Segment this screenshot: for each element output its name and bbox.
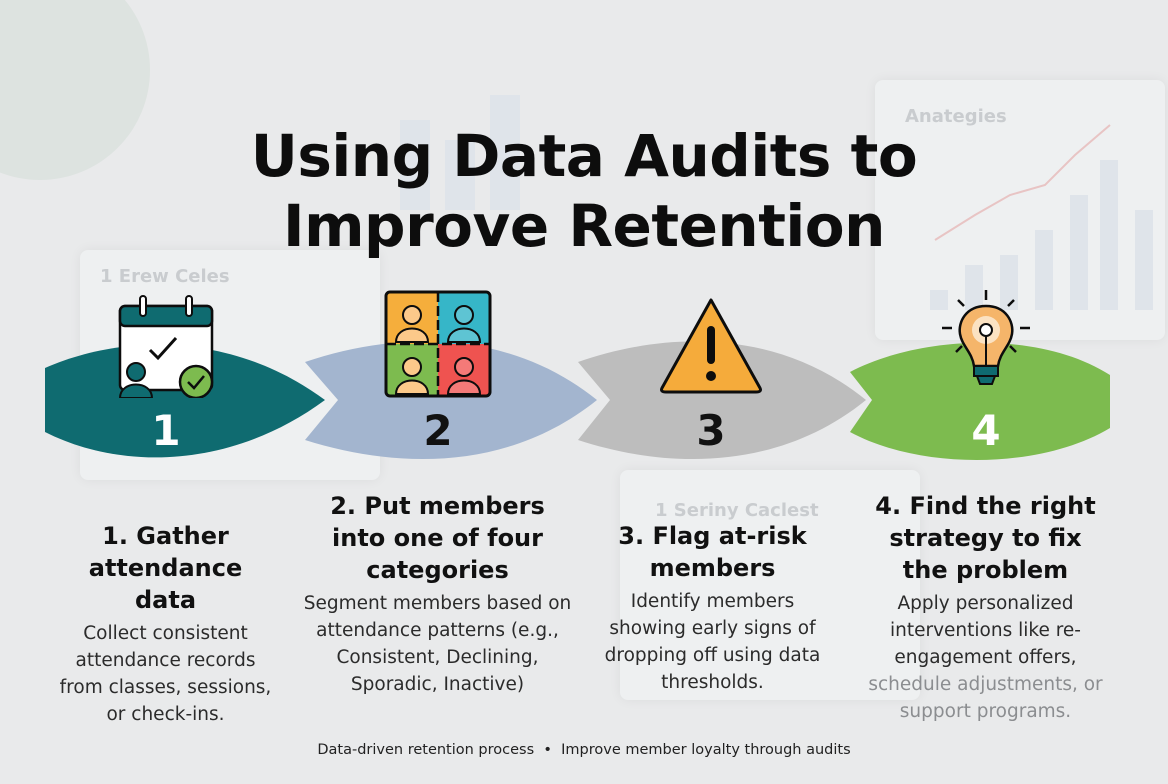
title-line-1: Using Data Audits to — [250, 121, 918, 190]
step-4-number: 4 — [971, 406, 1001, 455]
step-4-body: Apply personalized interventions like re… — [863, 590, 1108, 725]
step-2-shape — [305, 341, 597, 460]
step-1-shape — [45, 344, 325, 458]
step-3-heading: 3. Flag at-risk members — [618, 522, 807, 582]
lightbulb-icon — [942, 290, 1030, 385]
footer-caption: Data-driven retention process • Improve … — [317, 742, 851, 758]
background-label: 1 Seriny Caclest — [655, 500, 819, 521]
calendar-check-icon — [118, 295, 214, 398]
background-label: 1 Erew Celes — [100, 266, 230, 287]
step-2-body: Segment members based on attendance patt… — [303, 593, 572, 695]
page-title: Using Data Audits to Improve Retention — [0, 121, 1168, 261]
step-3-text: 3. Flag at-risk members Identify members… — [575, 520, 850, 696]
title-line-2: Improve Retention — [283, 191, 885, 260]
step-4-heading: 4. Find the right strategy to fix the pr… — [875, 492, 1096, 584]
step-1-body: Collect consistent attendance records fr… — [59, 623, 272, 725]
step-4-body-main: Apply personalized interventions like re… — [890, 593, 1081, 668]
step-3-shape — [578, 341, 866, 460]
step-1-text: 1. Gather attendance data Collect consis… — [28, 520, 303, 728]
step-1-heading: 1. Gather attendance data — [88, 522, 243, 614]
warning-icon — [660, 298, 762, 394]
step-2-text: 2. Put members into one of four categori… — [300, 490, 575, 698]
step-3-body: Identify members showing early signs of … — [604, 591, 821, 693]
step-3-number: 3 — [696, 406, 726, 455]
background-label: Anategies — [905, 106, 1007, 127]
background-card — [620, 470, 920, 700]
member-groups-icon — [384, 290, 492, 398]
step-1-number: 1 — [151, 406, 181, 455]
step-4-body-faded: schedule adjustments, or support program… — [868, 674, 1103, 722]
step-4-text: 4. Find the right strategy to fix the pr… — [848, 490, 1123, 725]
step-4-shape — [850, 342, 1110, 461]
step-2-number: 2 — [423, 406, 453, 455]
step-2-heading: 2. Put members into one of four categori… — [330, 492, 545, 584]
